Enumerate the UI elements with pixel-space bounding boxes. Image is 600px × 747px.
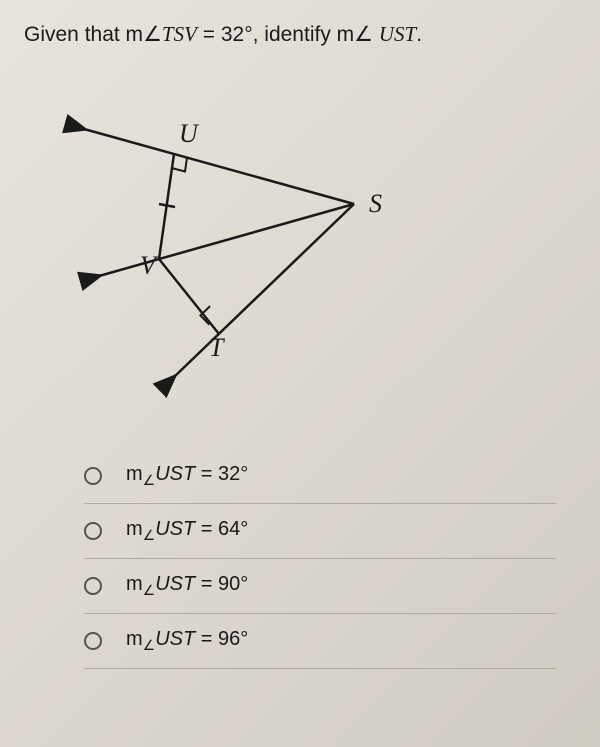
label-s: S bbox=[369, 189, 382, 218]
radio-a[interactable] bbox=[84, 467, 102, 485]
option-a[interactable]: m∠UST = 32° bbox=[84, 449, 556, 504]
option-d[interactable]: m∠UST = 96° bbox=[84, 614, 556, 669]
radio-c[interactable] bbox=[84, 577, 102, 595]
given-variable: TSV bbox=[162, 22, 197, 46]
question-text: Given that m∠TSV = 32°, identify m∠ UST. bbox=[24, 20, 576, 49]
radio-d[interactable] bbox=[84, 632, 102, 650]
segment-vt bbox=[159, 259, 219, 334]
label-t: T bbox=[209, 333, 225, 362]
tick-uv bbox=[159, 204, 175, 207]
angle-symbol: ∠ bbox=[143, 22, 162, 46]
option-d-label: m∠UST = 96° bbox=[126, 628, 248, 654]
given-value: = 32° bbox=[203, 23, 253, 46]
question-suffix: . bbox=[416, 23, 422, 46]
question-prefix: Given that m bbox=[24, 23, 143, 46]
label-v: V bbox=[140, 251, 159, 280]
ray-su bbox=[84, 129, 354, 204]
geometry-diagram: U S V T bbox=[24, 79, 576, 409]
label-u: U bbox=[179, 119, 200, 148]
find-variable: UST bbox=[379, 22, 416, 46]
option-a-label: m∠UST = 32° bbox=[126, 463, 248, 489]
question-mid: , identify m bbox=[253, 23, 355, 46]
option-b[interactable]: m∠UST = 64° bbox=[84, 504, 556, 559]
angle-symbol-2: ∠ bbox=[354, 22, 373, 46]
option-c-label: m∠UST = 90° bbox=[126, 573, 248, 599]
answer-options: m∠UST = 32° m∠UST = 64° m∠UST = 90° m∠US… bbox=[24, 449, 576, 669]
option-b-label: m∠UST = 64° bbox=[126, 518, 248, 544]
option-c[interactable]: m∠UST = 90° bbox=[84, 559, 556, 614]
diagram-svg: U S V T bbox=[44, 94, 424, 394]
radio-b[interactable] bbox=[84, 522, 102, 540]
